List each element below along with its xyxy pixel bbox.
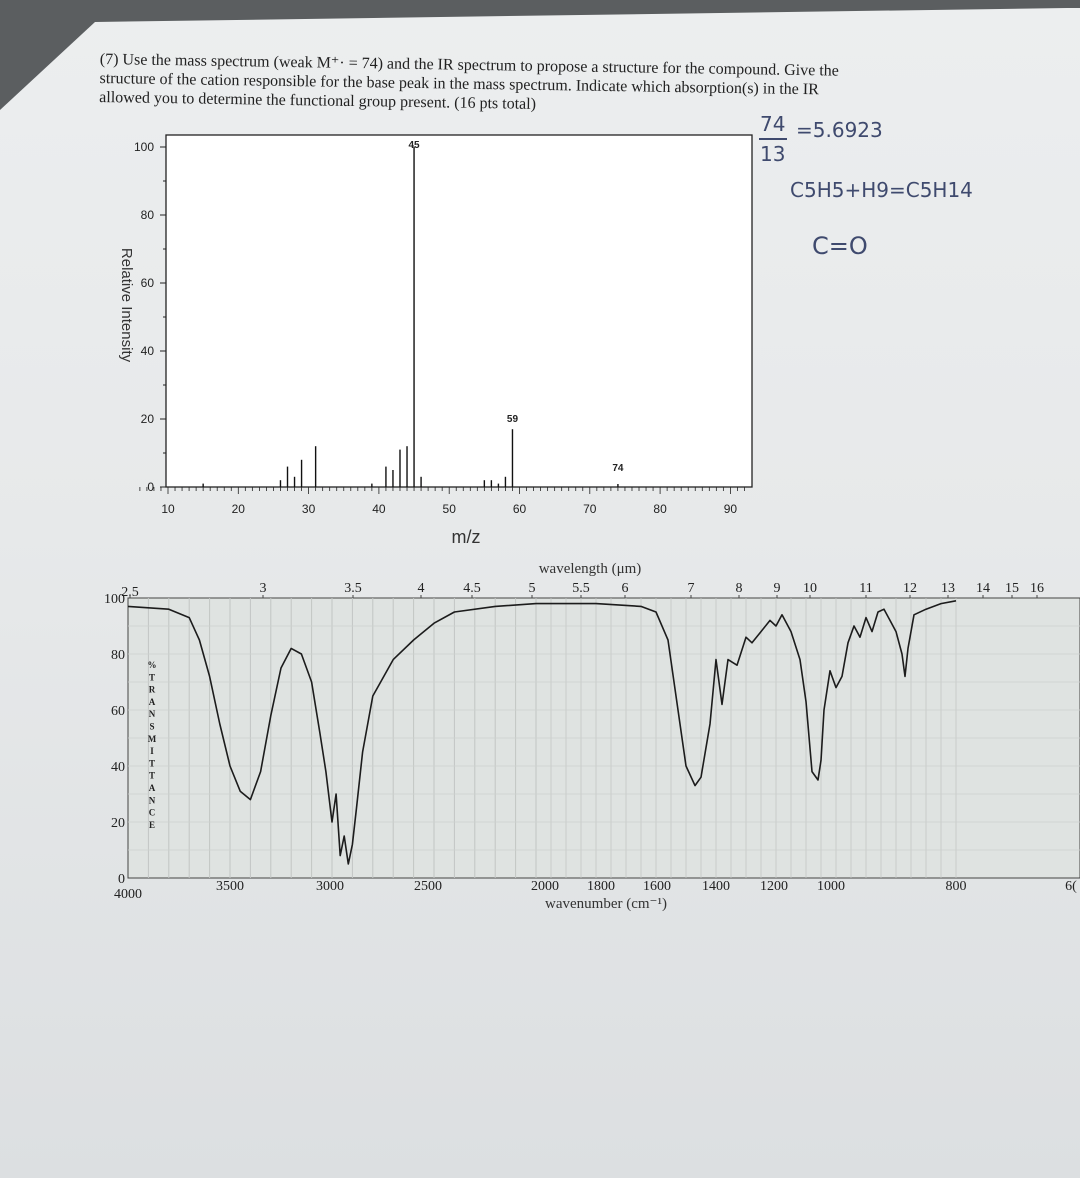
ir-wavenumber-tick-label: 2500	[414, 879, 442, 894]
ms-x-tick-label: 10	[161, 502, 175, 516]
ir-y-axis-label-letter: A	[149, 697, 156, 707]
ir-y-tick-label: 40	[111, 760, 125, 775]
ir-wavelength-tick-label: 8	[736, 581, 743, 596]
ms-y-axis-label: Relative Intensity	[118, 248, 135, 363]
ir-wavelength-tick-label: 10	[803, 581, 817, 596]
ms-peak-label: 59	[507, 414, 519, 425]
ir-wavenumber-tick-label: 3000	[316, 879, 344, 894]
ir-wavelength-tick-label: 16	[1030, 581, 1044, 596]
ir-y-axis-label-letter: M	[148, 734, 157, 744]
ir-wavelength-tick-label: 4	[418, 581, 425, 596]
ms-x-tick-label: 90	[724, 502, 738, 516]
ir-wavenumber-tick-label: 1000	[817, 879, 845, 894]
ms-y-tick-label: 0	[147, 480, 154, 494]
ms-x-tick-label: 30	[302, 502, 316, 516]
ms-y-tick-label: 20	[141, 412, 155, 426]
mass-spectrum-chart: Relative Intensity m/z 0 20 40 60 80 100 10 20 3…	[118, 134, 753, 547]
ir-y-tick-label: 0	[118, 872, 125, 887]
ir-y-axis-label-letter: A	[149, 783, 156, 793]
ir-wavelength-tick-label: 3	[260, 581, 267, 596]
ir-y-axis-label-letter: %	[148, 660, 157, 670]
ir-wavenumber-tick-label: 3500	[216, 879, 244, 894]
ir-x-axis-label: wavenumber (cm⁻¹)	[545, 896, 667, 912]
ir-wavenumber-tick-label: 1600	[643, 879, 671, 894]
ir-wavelength-tick-label: 13	[941, 581, 955, 596]
ms-x-tick-label: 70	[583, 502, 597, 516]
ms-y-tick-label: 40	[141, 344, 155, 358]
ir-wavenumber-tick-label: 800	[946, 879, 967, 894]
ir-wavelength-tick-label: 6	[622, 581, 629, 596]
handwritten-formula: C5H5+H9=C5H14	[790, 178, 973, 202]
ir-y-axis-label-letter: I	[150, 746, 154, 756]
ir-y-axis-label-letter: N	[149, 709, 156, 719]
handwritten-fraction-bar	[759, 138, 787, 140]
ir-wavenumber-tick-label: 1200	[760, 879, 788, 894]
ms-plot-frame	[165, 134, 753, 488]
ir-wavelength-tick-label: 7	[688, 581, 695, 596]
ir-wavenumber-tick-label: 6(	[1065, 879, 1077, 894]
ms-y-tick-label: 80	[141, 208, 155, 222]
ir-y-axis-label-letter: T	[149, 758, 155, 768]
ms-y-tick-label: 100	[134, 140, 154, 154]
ir-y-tick-label: 60	[111, 704, 125, 719]
ir-y-axis-label-letter: T	[149, 771, 155, 781]
ms-x-tick-label: 50	[443, 502, 457, 516]
handwritten-functional-group: C=O	[812, 232, 868, 260]
ir-y-axis-label-letter: C	[149, 808, 156, 818]
ir-y-axis-label-letter: S	[149, 722, 154, 732]
ir-y-tick-label: 20	[111, 816, 125, 831]
ir-spectrum-trace	[127, 600, 957, 865]
ir-wavelength-tick-label: 9	[774, 581, 781, 596]
ir-y-axis-label-letter: T	[149, 672, 155, 682]
ms-x-tick-label: 40	[372, 502, 386, 516]
ir-wavelength-tick-label: 5	[529, 581, 536, 596]
ms-y-tick-label: 60	[141, 276, 155, 290]
ir-y-axis-label-letter: E	[149, 820, 155, 830]
ir-wavenumber-tick-label: 1800	[587, 879, 615, 894]
ir-wavelength-tick-label: 11	[859, 581, 872, 596]
ir-top-axis-title: wavelength (μm)	[539, 561, 642, 577]
ir-y-tick-label: 100	[104, 592, 125, 607]
ir-y-axis-label-letter: R	[149, 685, 156, 695]
handwritten-numerator: 74	[760, 112, 786, 136]
ms-peak-label: 45	[408, 140, 420, 151]
ms-x-tick-label: 80	[653, 502, 667, 516]
ms-x-axis-label: m/z	[452, 527, 481, 547]
ir-wavenumber-tick-label: 1400	[702, 879, 730, 894]
ir-wavelength-tick-label: 5.5	[572, 581, 590, 596]
ir-y-axis-label-letter: N	[149, 795, 156, 805]
ir-wavenumber-tick-label: 4000	[114, 887, 142, 902]
ir-wavelength-tick-label: 12	[903, 581, 917, 596]
ms-x-tick-label: 60	[513, 502, 527, 516]
ir-wavelength-tick-label: 14	[976, 581, 990, 596]
ir-wavelength-tick-label: 2.5	[121, 585, 139, 600]
ir-wavelength-tick-label: 3.5	[344, 581, 362, 596]
ms-peak-label: 74	[612, 463, 624, 474]
ir-wavelength-tick-label: 15	[1005, 581, 1019, 596]
ir-spectrum-chart: wavelength (μm) wavenumber (cm⁻¹) 0 20 40 6…	[104, 561, 1080, 912]
ir-wavelength-tick-label: 4.5	[463, 581, 481, 596]
ir-y-tick-label: 80	[111, 648, 125, 663]
ms-x-tick-label: 20	[232, 502, 246, 516]
handwritten-ratio-result: =5.6923	[796, 118, 883, 142]
ir-wavenumber-tick-label: 2000	[531, 879, 559, 894]
handwritten-denominator: 13	[760, 142, 786, 166]
